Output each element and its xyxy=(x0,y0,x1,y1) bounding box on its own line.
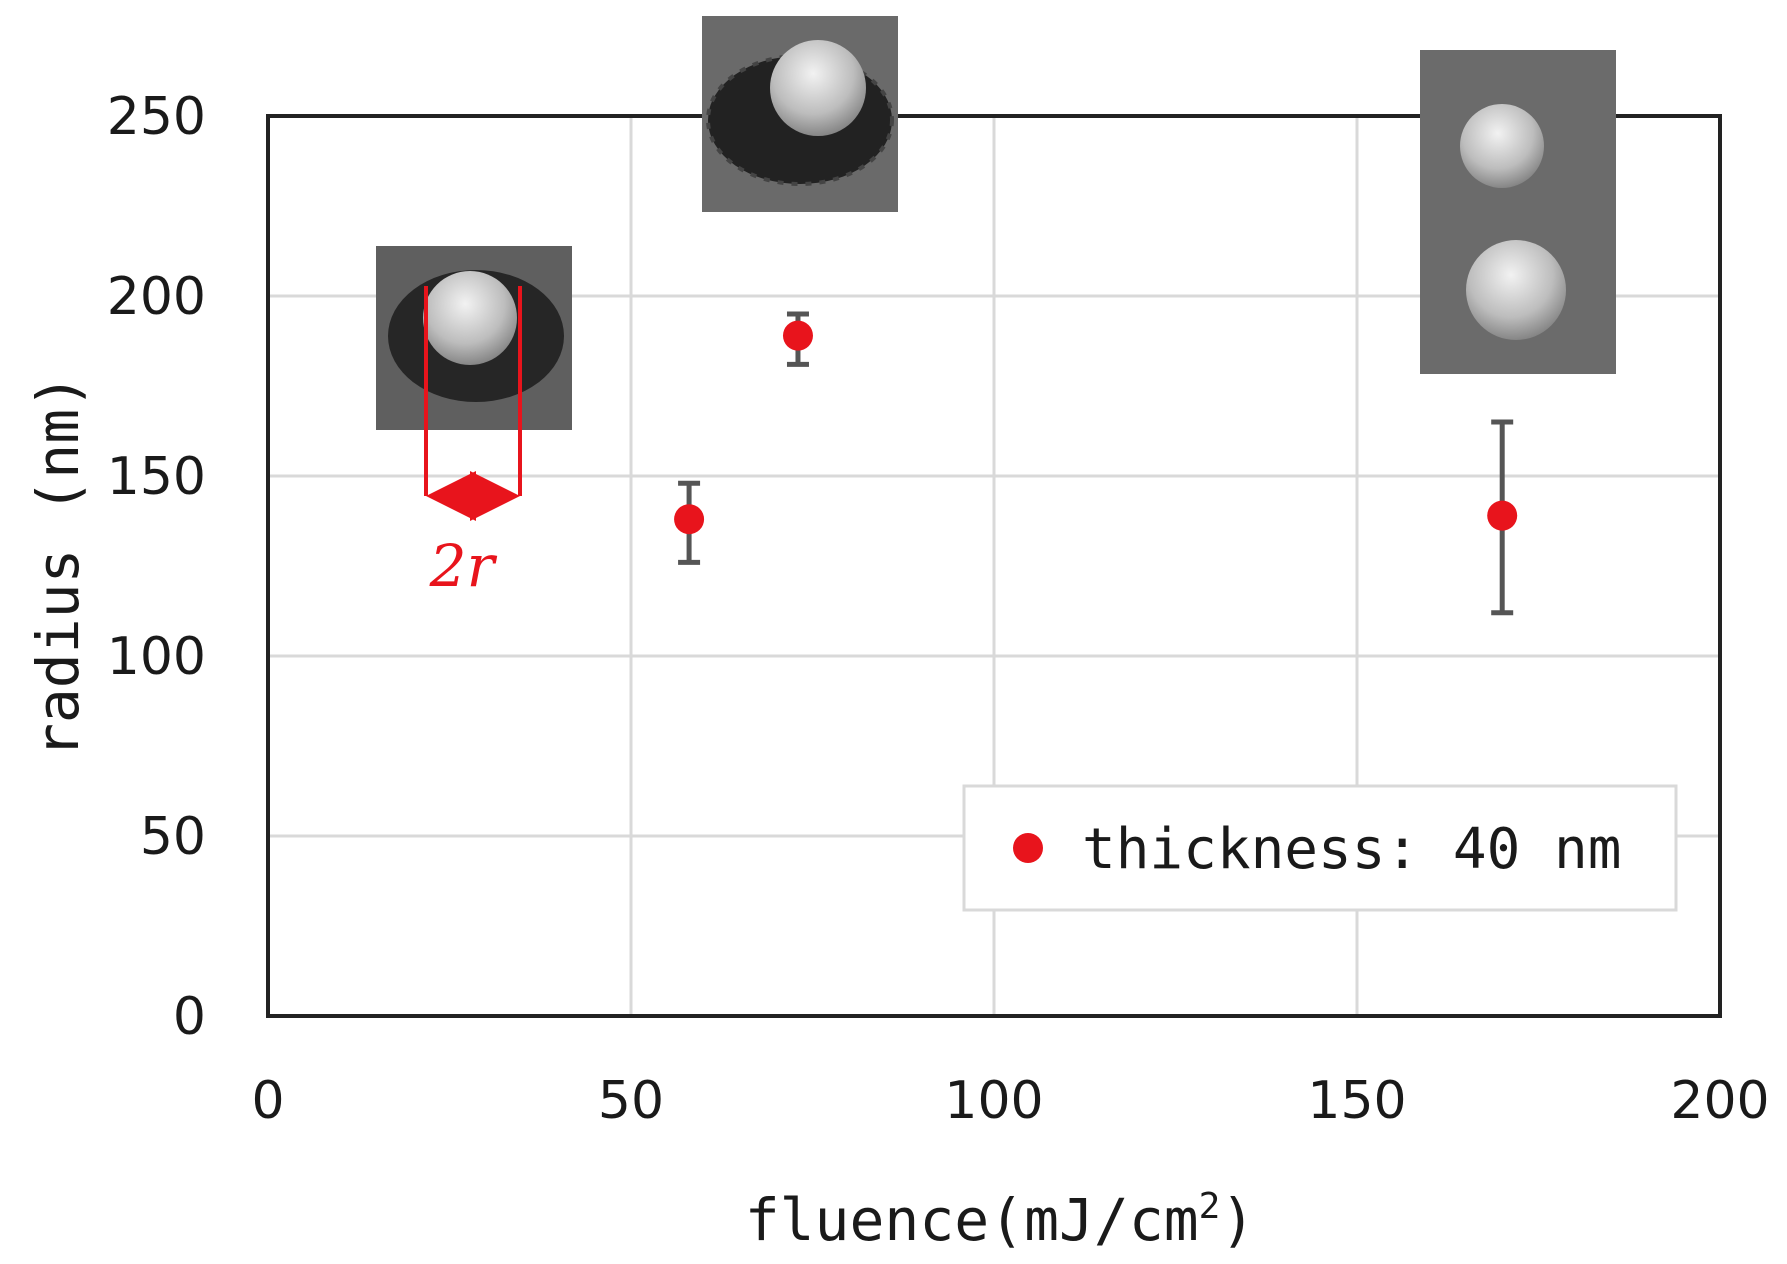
y-tick-label: 100 xyxy=(107,627,206,687)
sem-inset-left xyxy=(376,246,572,430)
x-tick-label: 100 xyxy=(944,1071,1043,1131)
x-tick-label: 0 xyxy=(251,1071,284,1131)
x-tick-label: 200 xyxy=(1670,1071,1769,1131)
legend-label: thickness: 40 nm xyxy=(1082,817,1621,882)
legend-marker xyxy=(1013,833,1043,863)
x-tick-label: 150 xyxy=(1307,1071,1406,1131)
data-point xyxy=(782,320,813,351)
y-tick-labels: 0 50 100 150 200 250 xyxy=(107,87,206,1047)
plot-frame xyxy=(266,114,1722,1018)
y-tick-label: 50 xyxy=(140,807,206,867)
y-tick-label: 250 xyxy=(107,87,206,147)
data-point-group xyxy=(782,311,813,367)
y-tick-label: 0 xyxy=(173,987,206,1047)
sem-inset-top-center xyxy=(702,16,898,212)
diameter-annotation: 2r xyxy=(424,286,522,600)
y-tick-label: 200 xyxy=(107,267,206,327)
data-point xyxy=(1487,500,1518,531)
y-tick-label: 150 xyxy=(107,447,206,507)
data-points xyxy=(674,311,1518,616)
legend: thickness: 40 nm xyxy=(962,784,1678,912)
legend-box xyxy=(962,784,1678,912)
x-tick-labels: 0 50 100 150 200 xyxy=(251,1071,1769,1131)
x-axis-label-superscript: 2 xyxy=(1199,1186,1221,1227)
x-axis-label: fluence(mJ/cm2) xyxy=(745,1186,1256,1254)
data-point-group xyxy=(1487,419,1518,616)
data-point xyxy=(674,504,705,535)
diameter-label: 2r xyxy=(429,532,498,600)
x-tick-label: 50 xyxy=(598,1071,664,1131)
data-point-group xyxy=(674,480,705,565)
sem-inset-top-right xyxy=(1420,50,1616,374)
y-axis-label: radius (nm) xyxy=(24,374,92,758)
